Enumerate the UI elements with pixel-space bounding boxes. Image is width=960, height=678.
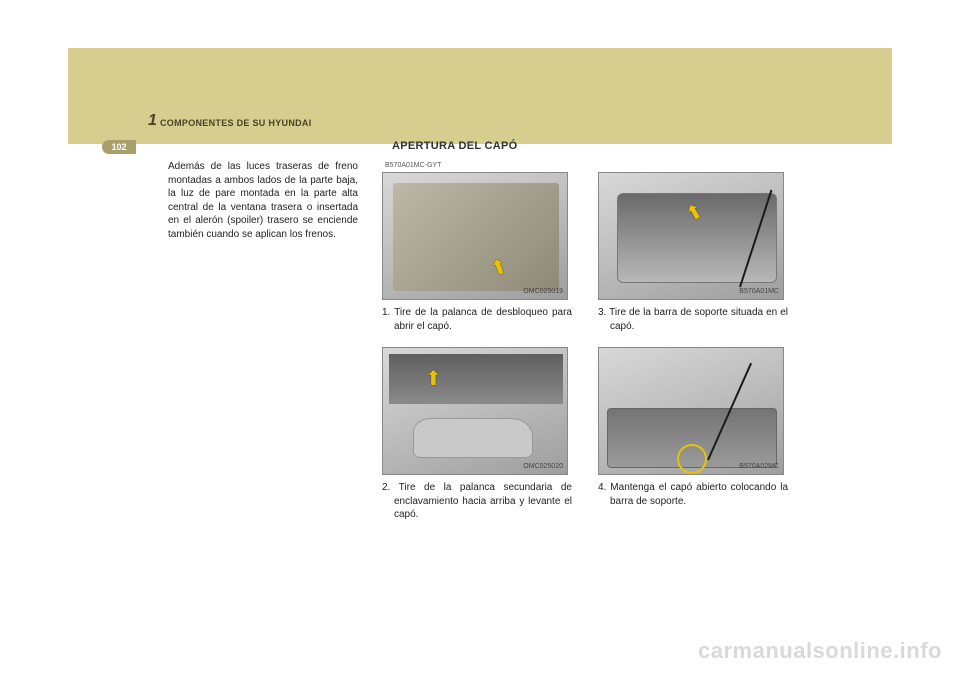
column-1: Además de las luces traseras de freno mo… (168, 160, 358, 241)
fig2-car (413, 418, 533, 458)
column-3: ⬇ B570A01MC 3. Tire de la barra de sopor… (598, 160, 788, 522)
fig3-bot-code: B570A01MC (739, 287, 779, 296)
fig2-top (389, 354, 563, 404)
col1-paragraph: Además de las luces traseras de freno mo… (168, 160, 358, 241)
caption-1: 1. Tire de la palanca de desbloqueo para… (382, 306, 572, 333)
caption-2: 2. Tire de la palanca secundaria de encl… (382, 481, 572, 522)
fig1-interior (393, 183, 559, 291)
page-number: 102 (111, 142, 126, 152)
figure-3: ⬇ B570A01MC (598, 172, 784, 300)
fig1-top-code: B570A01MC-GYT (385, 161, 441, 170)
column-2: B570A01MC-GYT ⬆ OMC025019 1. Tire de la … (382, 160, 572, 536)
figure-4: B570A02MC (598, 347, 784, 475)
figure-2: ⬆ OMC025020 (382, 347, 568, 475)
header-band (68, 48, 892, 144)
caption-4: 4. Mantenga el capó abierto colocando la… (598, 481, 788, 508)
page-number-pill: 102 (102, 140, 136, 154)
figure-1: B570A01MC-GYT ⬆ OMC025019 (382, 172, 568, 300)
fig2-bot-code: OMC025020 (523, 462, 563, 471)
section-title: APERTURA DEL CAPÓ (392, 140, 518, 152)
watermark-text: carmanualsonline.info (698, 638, 942, 664)
highlight-circle-icon (677, 444, 707, 474)
chapter-number: 1 (148, 112, 157, 130)
caption-3: 3. Tire de la barra de soporte situada e… (598, 306, 788, 333)
header-text: COMPONENTES DE SU HYUNDAI (160, 118, 312, 128)
fig1-bot-code: OMC025019 (523, 287, 563, 296)
arrow-up-icon: ⬆ (425, 366, 442, 393)
fig4-bot-code: B570A02MC (739, 462, 779, 471)
